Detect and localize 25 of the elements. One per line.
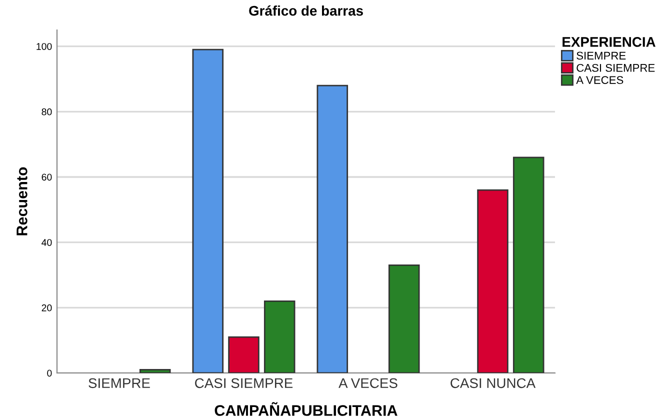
- legend-label: A VECES: [576, 76, 624, 84]
- y-tick-label: 0: [47, 370, 52, 377]
- bar: [316, 84, 348, 373]
- y-tick-label: 60: [42, 174, 52, 181]
- legend-label: SIEMPRE: [576, 52, 626, 60]
- y-tick-label: 80: [42, 108, 52, 116]
- bar: [512, 156, 544, 373]
- bar: [228, 336, 260, 373]
- y-tick-label: 40: [42, 239, 52, 246]
- y-tick-label: 100: [36, 43, 52, 50]
- bar: [192, 48, 224, 373]
- x-axis-title: CAMPAÑAPUBLICITARIA: [214, 402, 398, 416]
- y-tick-label: 20: [42, 304, 52, 312]
- y-axis-title: Recuento: [16, 167, 28, 236]
- legend-title: EXPERIENCIA: [562, 37, 656, 47]
- bar: [477, 189, 508, 373]
- legend-label: CASI SIEMPRE: [576, 64, 655, 72]
- x-tick-label: A VECES: [338, 378, 398, 388]
- x-tick-label: CASI NUNCA: [450, 378, 536, 388]
- bar: [139, 369, 171, 373]
- x-tick-label: CASI SIEMPRE: [195, 378, 293, 388]
- x-tick-label: SIEMPRE: [88, 378, 150, 388]
- bar: [264, 300, 296, 373]
- chart-title: Gráfico de barras: [249, 5, 363, 16]
- bar: [388, 264, 420, 373]
